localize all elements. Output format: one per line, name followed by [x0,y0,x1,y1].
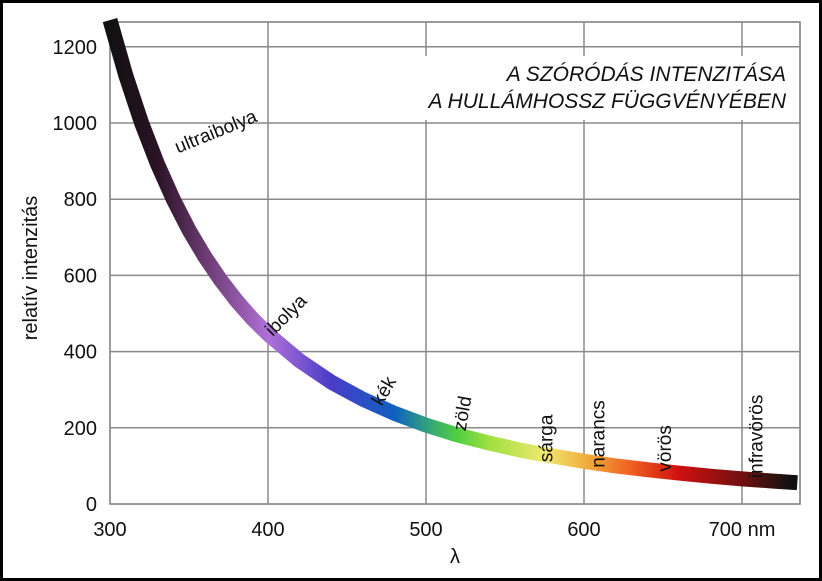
grid-lines [110,22,800,504]
band-label: narancs [589,400,610,468]
y-tick-label: 800 [64,189,97,211]
x-tick-label: 300 [93,519,126,541]
y-tick-label: 200 [64,418,97,440]
y-tick-label: 400 [64,342,97,364]
chart-title-line-2: A HULLÁMHOSSZ FÜGGVÉNYÉBEN [427,90,787,113]
x-tick-label: 500 [409,519,442,541]
x-tick-label: 400 [251,519,284,541]
intensity-curve [102,18,798,491]
band-label: vörös [655,425,676,471]
chart-title-line-1: A SZÓRÓDÁS INTENZITÁSA [505,63,786,86]
y-tick-label: 600 [64,265,97,287]
y-axis-label: relatív intenzitás [20,196,42,341]
y-tick-label: 0 [86,494,97,516]
band-label: infravörös [747,395,768,478]
x-axis-ticks: 300 400 500 600 700 nm [93,519,775,541]
x-axis-label: λ [450,546,460,568]
y-tick-label: 1000 [53,113,98,135]
title-background [420,56,794,120]
band-label: sárga [536,414,557,462]
y-tick-label: 1200 [53,37,98,59]
y-axis-ticks: 0 200 400 600 800 1000 1200 [53,37,98,516]
x-tick-label: 600 [567,519,600,541]
x-tick-label: 700 nm [709,519,776,541]
